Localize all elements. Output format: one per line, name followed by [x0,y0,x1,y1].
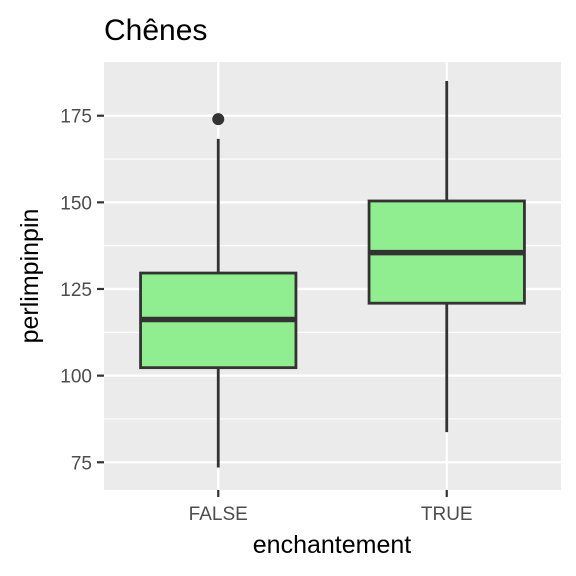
box-group-true [367,81,526,433]
x-axis-title: enchantement [253,531,412,559]
y-axis: 75 100 125 150 175 [60,107,104,474]
y-tick-label: 125 [60,280,92,301]
x-tick-label: TRUE [421,504,473,525]
x-axis: FALSE TRUE [189,490,473,525]
x-tick-label: FALSE [189,504,248,525]
y-tick-label: 100 [60,367,92,388]
box-group-false [139,113,298,468]
chart-title: Chênes [104,14,207,47]
y-tick-label: 150 [60,193,92,214]
y-tick-label: 75 [71,453,92,474]
outlier-point [212,113,225,126]
y-tick-label: 175 [60,107,92,128]
boxes [139,81,526,468]
y-axis-title: perlimpinpin [16,209,44,344]
